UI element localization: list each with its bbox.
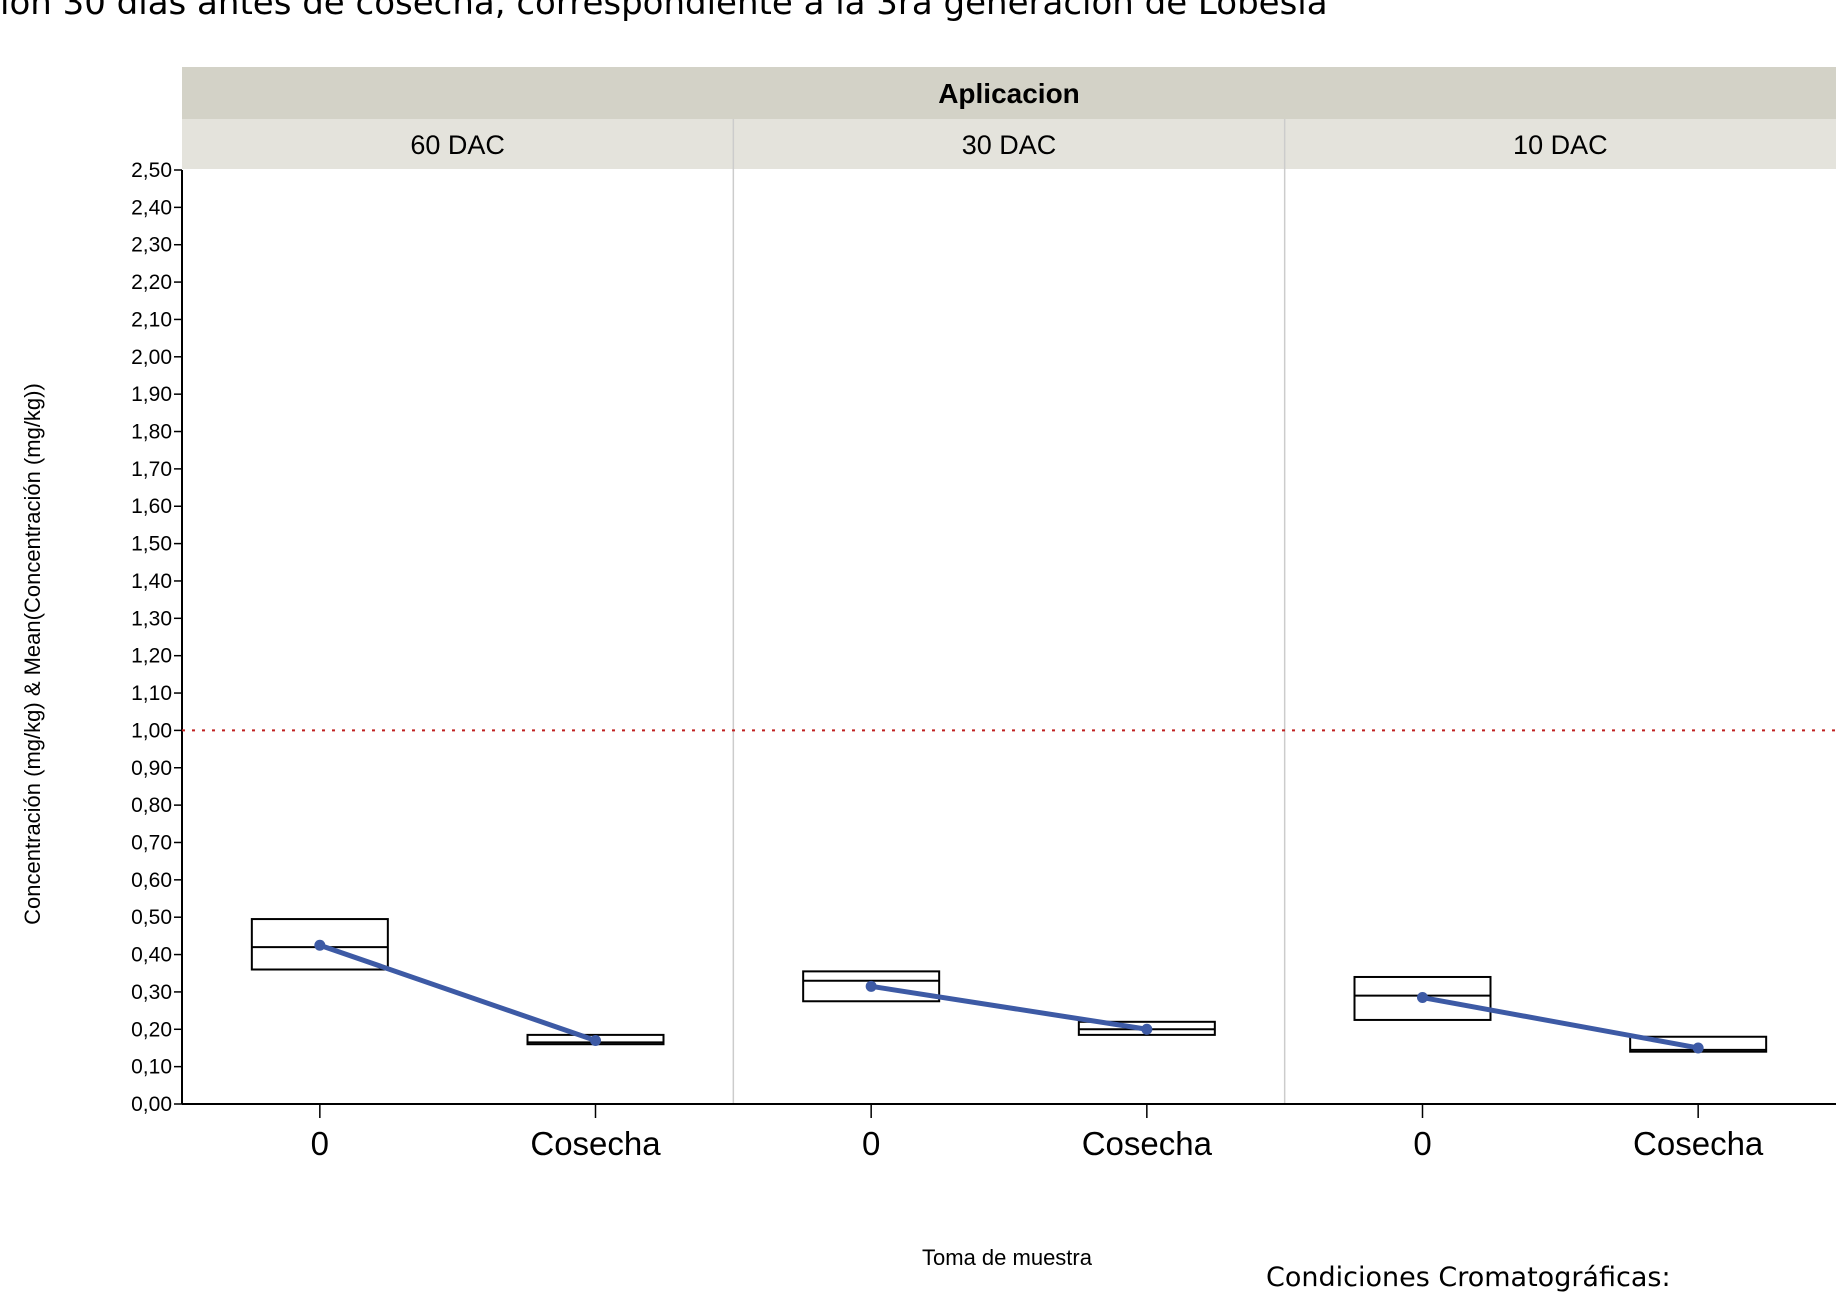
y-tick-label: 1,30 [131,607,172,630]
x-tick-label: Cosecha [1633,1125,1764,1162]
mean-point [1417,992,1428,1004]
y-tick-label: 2,40 [131,196,172,219]
y-tick-label: 2,50 [131,159,172,182]
y-tick-label: 1,20 [131,645,172,668]
box [802,970,941,1003]
x-tick-label: 0 [862,1125,880,1162]
y-tick-label: 1,80 [131,421,172,444]
y-tick-label: 2,30 [131,234,172,257]
y-tick-label: 0,30 [131,981,172,1004]
mean-line [1420,995,1701,1051]
facet-title: Aplicacion [938,78,1080,109]
y-tick-label: 1,10 [131,682,172,705]
facet-header-bg [733,119,1285,169]
y-tick-label: 0,00 [131,1093,172,1116]
box [1353,975,1492,1021]
y-tick-label: 2,10 [131,308,172,331]
y-tick-label: 0,50 [131,906,172,929]
x-axis-title: Toma de muestra [922,1245,1093,1270]
y-axis-title: Concentración (mg/kg) & Mean(Concentraci… [20,383,45,925]
box-plots [250,918,1768,1053]
facet-header-bg [1284,119,1836,169]
y-tick-label: 0,20 [131,1018,172,1041]
x-tick-label: 0 [311,1125,329,1162]
mean-line [868,983,1150,1032]
x-axis: 0 Cosecha 0 Cosecha 0 Cosecha [182,1103,1836,1162]
y-tick-label: 0,60 [131,869,172,892]
y-tick-label: 1,50 [131,533,172,556]
mean-line [317,942,598,1043]
mean-point [865,980,877,992]
y-tick-label: 1,60 [131,495,172,518]
y-tick-label: 0,40 [131,944,172,967]
bottom-note: Condiciones Cromatográficas: [1266,1262,1671,1293]
mean-point [314,939,326,951]
x-tick-label: Cosecha [1082,1125,1213,1162]
y-tick-label: 0,90 [131,757,172,780]
y-tick-label: 0,70 [131,831,172,854]
mean-point [590,1034,601,1046]
facet-header-bg [182,119,734,169]
facet-dividers [732,119,1286,1104]
facet-label: 30 DAC [962,130,1057,160]
y-tick-label: 2,20 [131,271,172,294]
mean-lines [314,939,1704,1054]
mean-point [1692,1042,1704,1054]
y-tick-label: 1,00 [131,719,172,742]
top-caption: ión 30 días antes de cosecha, correspond… [0,0,1328,23]
y-tick-label: 1,70 [131,458,172,481]
facet-label: 60 DAC [410,130,505,160]
y-axis: 0,00 0,10 0,20 0,30 0,40 0,50 0,60 0,70 0,80 0,90… [131,159,183,1116]
box [250,918,389,971]
facet-title-bar [182,67,1836,119]
y-tick-label: 0,10 [131,1056,172,1079]
mean-point [1141,1023,1153,1035]
y-tick-label: 0,80 [131,794,172,817]
facet-headers: 60 DAC 30 DAC 10 DAC [182,119,1836,169]
y-tick-label: 2,00 [131,346,172,369]
x-tick-label: 0 [1413,1125,1431,1162]
facet-label: 10 DAC [1513,130,1608,160]
x-tick-label: Cosecha [530,1125,661,1162]
y-tick-label: 1,40 [131,570,172,593]
y-tick-label: 1,90 [131,383,172,406]
